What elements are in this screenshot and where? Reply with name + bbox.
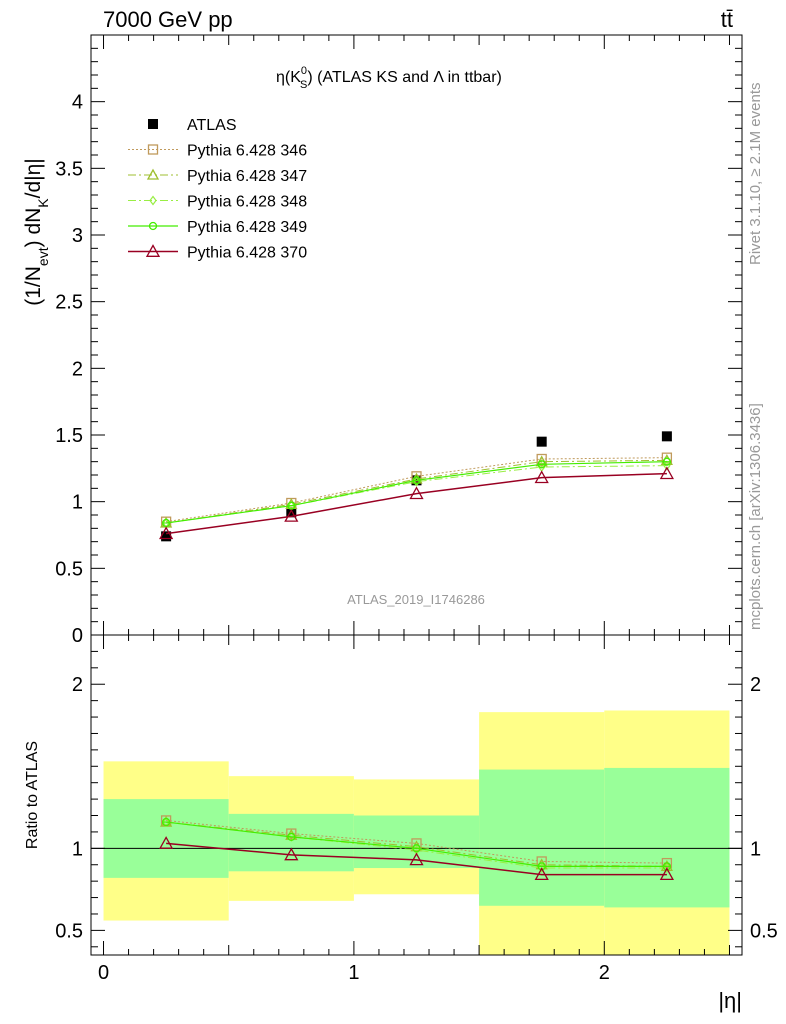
band-inner-1	[228, 813, 354, 872]
top-point-data	[286, 507, 297, 518]
top-line-p347	[166, 459, 667, 524]
top-ytick-label: 2.5	[55, 292, 83, 314]
top-line-p346	[166, 457, 667, 523]
ratio-ytick-label-right: 1	[750, 838, 761, 860]
analysis-watermark: ATLAS_2019_I1746286	[347, 592, 485, 607]
legend-label-data: ATLAS	[187, 117, 237, 134]
ratio-ytick-label: 2	[72, 674, 83, 696]
ratio-panel-series	[159, 815, 674, 881]
legend-label-p348: Pythia 6.428 348	[187, 194, 307, 211]
ratio-uncertainty-bands	[103, 710, 730, 955]
top-ytick-label: 0	[72, 625, 83, 647]
band-inner-3	[479, 769, 605, 906]
ratio-ytick-label: 0.5	[55, 920, 83, 942]
ratio-point-p370	[284, 847, 299, 861]
top-panel-series	[159, 431, 674, 542]
x-tick-label: 0	[98, 962, 109, 984]
plot-title-suffix: ) (ATLAS KS and Λ in ttbar)	[307, 69, 501, 86]
legend-marker-p348	[149, 195, 157, 206]
top-ytick-label: 3	[72, 225, 83, 247]
ratio-line-p370	[166, 842, 667, 876]
plot-title-sup: 0	[301, 65, 307, 77]
top-ytick-label: 1	[72, 492, 83, 514]
top-line-p370	[166, 472, 667, 535]
plot-title-sub: S	[300, 79, 307, 91]
legend-marker-p346	[147, 144, 159, 155]
legend-label-p347: Pythia 6.428 347	[187, 168, 307, 185]
axes: 0 0.5 1 1.5 2 2.5 3 3.5 4 0 1 2 0.5 0.5 1 1 2 2	[55, 34, 778, 984]
legend-label-p346: Pythia 6.428 346	[187, 143, 307, 160]
top-point-p370	[659, 466, 674, 480]
top-point-data	[661, 431, 672, 442]
legend-marker-p370	[145, 244, 161, 257]
legend-marker-p347	[146, 168, 160, 180]
top-point-data	[161, 531, 172, 542]
top-point-data	[536, 436, 547, 447]
header-left: 7000 GeV pp	[103, 7, 233, 32]
legend-label-p370: Pythia 6.428 370	[187, 245, 307, 262]
ratio-ytick-label-right: 0.5	[750, 920, 778, 942]
legend-label-p349: Pythia 6.428 349	[187, 219, 307, 236]
x-axis-label: |η|	[718, 988, 742, 1013]
ratio-ytick-label: 1	[72, 838, 83, 860]
top-y-axis-label: (1/Nevt) dNK/d|η|	[22, 158, 51, 306]
band-inner-4	[604, 767, 730, 908]
top-ytick-label: 3.5	[55, 158, 83, 180]
mcplots-label: mcplots.cern.ch [arXiv:1306.3436]	[747, 403, 764, 630]
top-point-p370	[284, 508, 299, 522]
x-tick-label: 2	[599, 962, 610, 984]
plot-title-prefix: η(K	[276, 69, 301, 86]
top-ytick-label: 0.5	[55, 558, 83, 580]
x-tick-label: 1	[348, 962, 359, 984]
top-line-p349	[166, 461, 667, 524]
top-point-p370	[534, 470, 549, 484]
top-ytick-label: 1.5	[55, 425, 83, 447]
top-ytick-label: 2	[72, 358, 83, 380]
legend-marker-data	[148, 119, 158, 129]
legend: ATLAS Pythia 6.428 346 Pythia 6.428 347 Pyt…	[128, 117, 307, 262]
ratio-point-p370	[409, 852, 424, 866]
header-right: tt̄	[721, 7, 733, 32]
rivet-label: Rivet 3.1.10, ≥ 2.1M events	[747, 83, 764, 266]
top-ytick-label: 4	[72, 92, 83, 114]
ratio-frame	[90, 634, 743, 956]
top-point-p370	[159, 526, 174, 540]
ratio-point-p370	[659, 867, 674, 881]
bottom-y-axis-label: Ratio to ATLAS	[24, 741, 41, 849]
ratio-point-p370	[534, 867, 549, 881]
ratio-point-p370	[159, 836, 174, 849]
ratio-ytick-label-right: 2	[750, 674, 761, 696]
plot-title: η(K0 S) (ATLAS KS and Λ in ttbar)	[276, 65, 502, 91]
top-point-p370	[409, 486, 424, 500]
